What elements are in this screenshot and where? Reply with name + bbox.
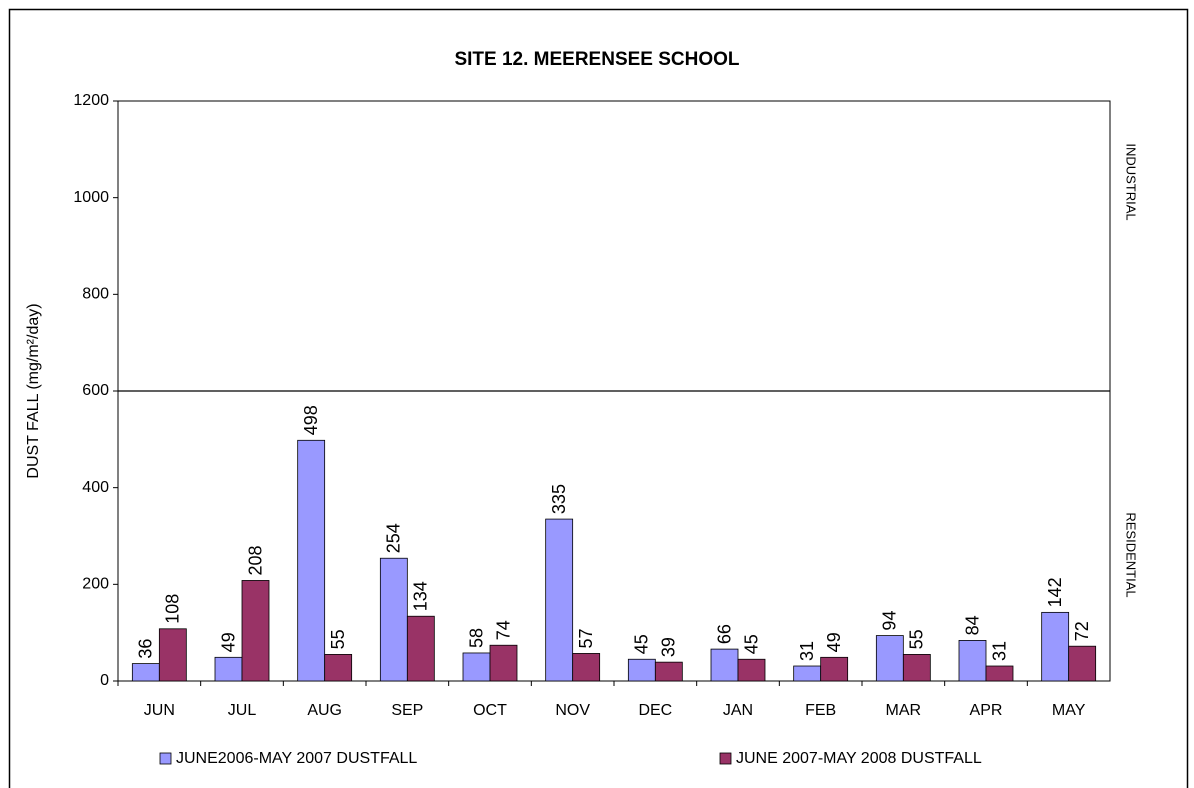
bar xyxy=(131,663,160,682)
bar xyxy=(710,648,739,682)
x-tick-label: SEP xyxy=(391,702,423,719)
bar xyxy=(158,628,187,682)
value-label: 57 xyxy=(576,628,596,648)
value-label: 55 xyxy=(907,629,927,649)
value-label: 72 xyxy=(1072,621,1092,641)
value-label: 94 xyxy=(880,611,900,631)
y-tick-label: 800 xyxy=(82,286,109,303)
value-label: 134 xyxy=(411,581,431,611)
bar xyxy=(379,557,408,682)
value-label: 498 xyxy=(301,405,321,435)
legend-swatch xyxy=(159,752,172,765)
value-label: 45 xyxy=(632,634,652,654)
value-label: 208 xyxy=(245,545,265,575)
y-tick-label: 0 xyxy=(100,672,109,689)
bar xyxy=(1041,611,1070,682)
value-label: 36 xyxy=(136,639,156,659)
x-tick-label: JAN xyxy=(723,702,753,719)
bar xyxy=(820,656,849,682)
y-tick-label: 200 xyxy=(82,576,109,593)
x-tick-label: MAY xyxy=(1052,702,1086,719)
x-tick-label: APR xyxy=(970,702,1003,719)
value-label: 74 xyxy=(493,620,513,640)
x-tick-label: JUL xyxy=(228,702,257,719)
bar xyxy=(793,665,822,682)
zone-label: INDUSTRIAL xyxy=(1124,143,1139,220)
value-label: 49 xyxy=(824,632,844,652)
bar xyxy=(324,654,353,682)
bar xyxy=(406,615,435,682)
bar xyxy=(875,635,904,682)
value-label: 49 xyxy=(218,632,238,652)
y-tick-label: 400 xyxy=(82,479,109,496)
bar xyxy=(297,439,326,682)
y-tick-label: 1000 xyxy=(73,189,109,206)
value-label: 45 xyxy=(741,634,761,654)
value-label: 58 xyxy=(466,628,486,648)
value-label: 84 xyxy=(962,615,982,635)
legend-label: JUNE2006-MAY 2007 DUSTFALL xyxy=(176,750,417,767)
value-label: 31 xyxy=(797,641,817,661)
bar xyxy=(214,656,243,682)
x-tick-label: FEB xyxy=(805,702,836,719)
x-tick-label: MAR xyxy=(886,702,922,719)
bar xyxy=(241,580,270,682)
value-label: 55 xyxy=(328,629,348,649)
bar xyxy=(958,640,987,682)
x-tick-label: DEC xyxy=(638,702,672,719)
legend-label: JUNE 2007-MAY 2008 DUSTFALL xyxy=(736,750,982,767)
x-tick-label: JUN xyxy=(144,702,175,719)
value-label: 39 xyxy=(659,637,679,657)
y-tick-label: 1200 xyxy=(73,92,109,109)
value-label: 108 xyxy=(163,594,183,624)
bar xyxy=(737,658,766,682)
bar xyxy=(572,653,601,682)
bar xyxy=(462,652,491,682)
legend-swatch xyxy=(719,752,732,765)
x-tick-label: OCT xyxy=(473,702,507,719)
value-label: 335 xyxy=(549,484,569,514)
y-tick-label: 600 xyxy=(82,382,109,399)
x-tick-label: AUG xyxy=(307,702,342,719)
zone-label: RESIDENTIAL xyxy=(1124,512,1139,597)
bar xyxy=(489,644,518,682)
bar xyxy=(985,665,1014,682)
value-label: 66 xyxy=(714,624,734,644)
value-label: 142 xyxy=(1045,577,1065,607)
bar xyxy=(1068,645,1097,682)
chart-title: SITE 12. MEERENSEE SCHOOL xyxy=(454,49,739,70)
value-label: 254 xyxy=(384,523,404,553)
x-tick-label: NOV xyxy=(555,702,590,719)
y-axis-label: DUST FALL (mg/m²/day) xyxy=(25,303,42,478)
value-label: 31 xyxy=(989,641,1009,661)
bar xyxy=(654,661,683,682)
bar xyxy=(902,654,931,682)
bar xyxy=(627,658,656,682)
chart-border xyxy=(8,8,1189,788)
bar xyxy=(545,518,574,682)
